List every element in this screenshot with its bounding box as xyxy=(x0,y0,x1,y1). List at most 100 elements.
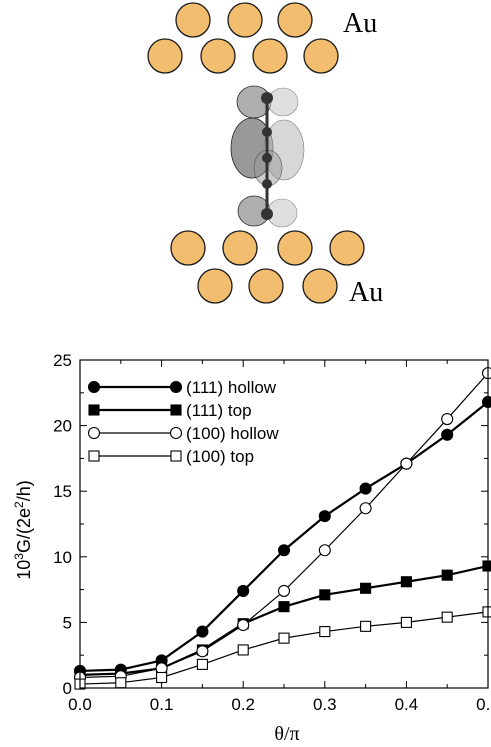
legend-label: (100) top xyxy=(186,447,254,466)
x-tick-label: 0.5 xyxy=(476,695,491,714)
x-tick-label: 0.4 xyxy=(395,695,419,714)
orbital-lobe xyxy=(267,87,299,117)
ring-atom xyxy=(262,179,272,189)
bottom-au-label: Au xyxy=(349,277,383,308)
legend-label: (100) hollow xyxy=(186,424,279,443)
data-point xyxy=(441,611,453,623)
series-layer xyxy=(73,367,491,690)
gold-atom xyxy=(248,268,284,304)
series-line xyxy=(79,372,489,679)
legend-marker xyxy=(87,380,101,394)
legend-entry: (100) top xyxy=(88,447,254,466)
gold-atom xyxy=(197,268,233,304)
top-au-electrode xyxy=(147,2,339,74)
gold-atom xyxy=(175,2,211,38)
y-axis-label: 103G/(2e2/h) xyxy=(12,480,34,579)
junction-schematic: Au Au xyxy=(147,2,383,308)
data-point xyxy=(441,412,454,426)
legend: (111) hollow (111) top (100) hollow (100) t… xyxy=(87,378,279,466)
y-label-part: G/(2e xyxy=(14,508,34,553)
legend-marker xyxy=(170,450,182,462)
ring-atom xyxy=(262,127,272,137)
gold-atom xyxy=(277,230,313,266)
data-point xyxy=(359,482,372,495)
data-point xyxy=(481,395,491,409)
conductance-chart: 0.0 0.1 0.2 0.3 0.4 0.5 0 5 10 15 20 25 (111) holl… xyxy=(12,351,491,745)
data-point xyxy=(319,626,331,638)
x-tick-label: 0.0 xyxy=(68,695,92,714)
data-point xyxy=(237,618,250,632)
x-tick-label: 0.3 xyxy=(313,695,337,714)
data-point xyxy=(115,677,127,689)
x-axis: 0.0 0.1 0.2 0.3 0.4 0.5 xyxy=(68,360,491,714)
legend-label: (111) top xyxy=(186,401,252,420)
legend-entry: (111) top xyxy=(88,401,252,420)
legend-label: (111) hollow xyxy=(186,378,277,397)
data-point xyxy=(360,582,372,594)
series-line xyxy=(79,401,489,673)
series-3 xyxy=(74,606,491,690)
data-point xyxy=(318,544,331,557)
data-point xyxy=(196,658,208,670)
gold-atom xyxy=(227,2,263,38)
x-axis-label: θ/π xyxy=(274,723,299,745)
plot-frame xyxy=(79,359,489,689)
data-point xyxy=(359,502,372,515)
y-tick-label: 25 xyxy=(53,351,72,370)
legend-marker xyxy=(88,404,100,416)
gold-atom xyxy=(329,230,365,266)
gold-atom xyxy=(147,38,183,74)
data-point xyxy=(156,671,168,684)
legend-marker xyxy=(169,426,183,440)
data-point xyxy=(318,510,331,523)
legend-marker xyxy=(169,380,183,394)
legend-entry: (100) hollow xyxy=(87,424,279,443)
data-point xyxy=(482,606,491,618)
data-point xyxy=(319,589,331,601)
series-line xyxy=(79,611,489,685)
data-point xyxy=(481,367,491,380)
legend-marker xyxy=(170,404,182,416)
data-point xyxy=(278,601,290,613)
data-point xyxy=(237,644,249,656)
data-point xyxy=(196,645,209,658)
y-tick-label: 10 xyxy=(53,548,72,567)
gold-atom xyxy=(222,230,258,266)
x-tick-label: 0.2 xyxy=(231,695,255,714)
gold-atom xyxy=(277,2,313,38)
series-1 xyxy=(74,560,491,681)
y-label-superscript: 3 xyxy=(12,553,26,560)
y-tick-label: 5 xyxy=(63,613,72,632)
end-atom xyxy=(261,208,273,220)
data-point xyxy=(441,428,454,441)
data-point xyxy=(196,625,209,638)
y-tick-label: 20 xyxy=(53,417,72,436)
gold-atom xyxy=(303,38,339,74)
data-point xyxy=(482,560,491,572)
gold-atom xyxy=(252,38,288,74)
data-point xyxy=(441,569,453,581)
data-point xyxy=(277,584,291,597)
series-2 xyxy=(73,367,491,684)
y-tick-label: 15 xyxy=(53,482,72,501)
data-point xyxy=(400,616,412,628)
data-point xyxy=(400,457,413,470)
data-point xyxy=(278,632,290,644)
gold-atom xyxy=(170,230,206,266)
data-point xyxy=(360,620,372,632)
y-label-part: 10 xyxy=(14,560,34,580)
y-label-superscript: 2 xyxy=(12,501,26,508)
legend-entry: (111) hollow xyxy=(87,378,277,397)
series-line xyxy=(79,564,489,676)
y-axis: 0 5 10 15 20 25 xyxy=(53,351,488,698)
molecule-orbital xyxy=(230,85,305,228)
data-point xyxy=(400,576,412,588)
data-point xyxy=(237,584,250,597)
legend-marker xyxy=(87,426,101,440)
y-tick-label: 0 xyxy=(63,679,72,698)
gold-atom xyxy=(302,268,338,304)
bottom-au-electrode xyxy=(170,230,365,304)
ring-atom xyxy=(262,153,272,163)
y-label-part: /h) xyxy=(14,480,34,501)
